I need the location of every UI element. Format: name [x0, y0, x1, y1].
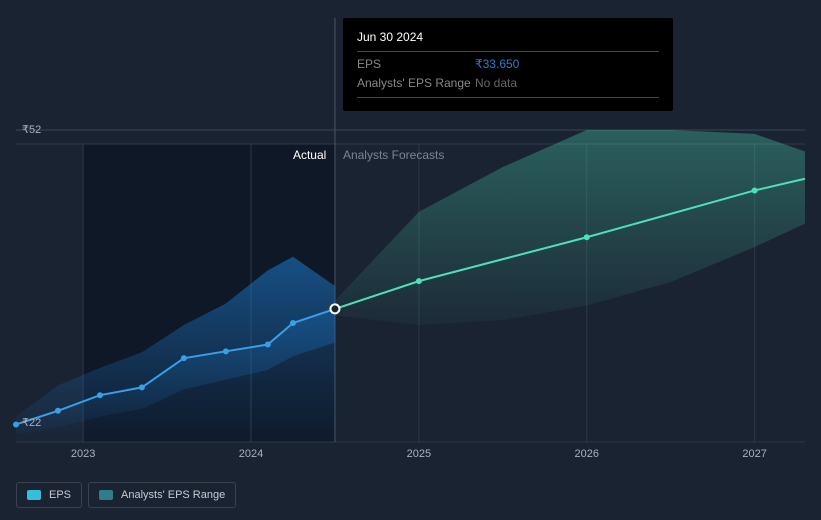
legend-label-eps: EPS	[49, 489, 71, 501]
legend-range[interactable]: Analysts' EPS Range	[88, 482, 236, 508]
tooltip-value-eps: ₹33.650	[475, 55, 519, 74]
eps-point-forecast	[584, 234, 590, 240]
tooltip-row-eps: EPS ₹33.650	[357, 55, 659, 74]
eps-point-forecast	[416, 278, 422, 284]
eps-point	[223, 348, 229, 354]
chart-tooltip: Jun 30 2024 EPS ₹33.650 Analysts' EPS Ra…	[343, 18, 673, 111]
tooltip-divider	[357, 51, 659, 52]
eps-point	[181, 355, 187, 361]
tooltip-label-eps: EPS	[357, 55, 475, 74]
eps-point	[139, 384, 145, 390]
eps-point	[55, 408, 61, 414]
legend-swatch-eps	[27, 490, 41, 500]
eps-point	[265, 342, 271, 348]
legend-eps[interactable]: EPS	[16, 482, 82, 508]
highlight-point	[330, 304, 339, 313]
tooltip-row-range: Analysts' EPS Range No data	[357, 74, 659, 93]
eps-point	[13, 421, 19, 427]
eps-point	[290, 320, 296, 326]
range-band-forecast	[335, 130, 805, 325]
eps-point-forecast	[752, 187, 758, 193]
tooltip-value-range: No data	[475, 74, 517, 93]
tooltip-date: Jun 30 2024	[357, 28, 659, 47]
eps-forecast-chart: Jun 30 2024 EPS ₹33.650 Analysts' EPS Ra…	[0, 0, 821, 520]
eps-point	[97, 392, 103, 398]
legend-swatch-range	[99, 490, 113, 500]
tooltip-label-range: Analysts' EPS Range	[357, 74, 475, 93]
tooltip-divider-bottom	[357, 97, 659, 98]
legend-label-range: Analysts' EPS Range	[121, 489, 225, 501]
legend: EPS Analysts' EPS Range	[16, 482, 236, 508]
